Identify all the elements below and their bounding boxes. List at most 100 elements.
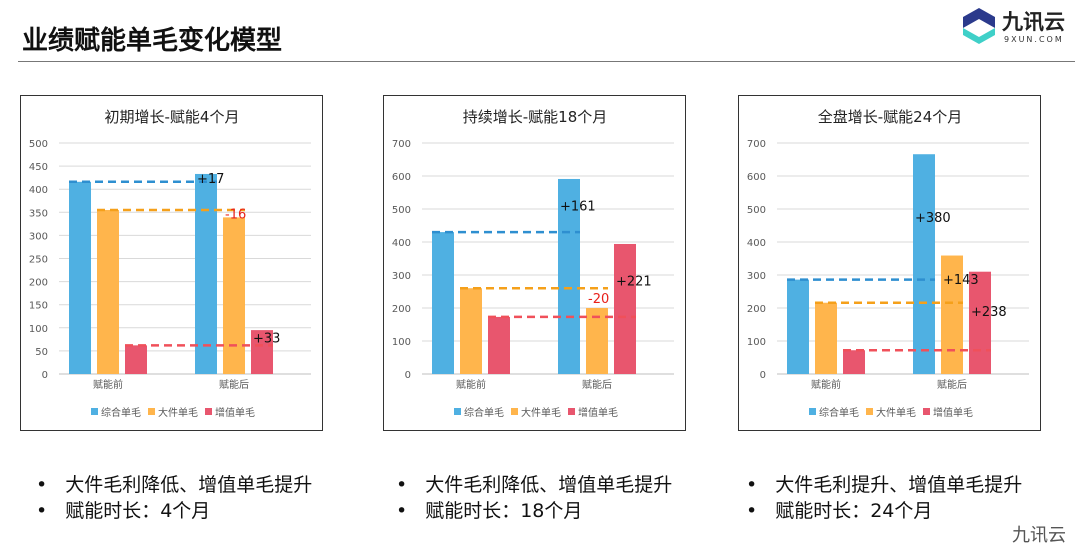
bullets-3: 大件毛利提升、增值单毛提升 赋能时长：24个月 (746, 472, 1022, 524)
legend-label: 综合单毛 (819, 406, 859, 419)
bar-大件单毛 (223, 217, 245, 374)
y-tick-label: 150 (29, 301, 48, 312)
chart-3: 全盘增长-赋能24个月 0 100 200 300 400 500 600 700 赋能前 赋能后 +… (738, 95, 1041, 431)
legend-label: 大件单毛 (521, 406, 561, 419)
chart-1: 初期增长-赋能4个月 0 50 100 150 200 250 300 350 400 450 500… (20, 95, 323, 431)
logo-sub: 9XUN.COM (1004, 35, 1064, 44)
chart-title: 初期增长-赋能4个月 (105, 108, 240, 126)
delta-label: -16 (225, 208, 246, 223)
legend-label: 综合单毛 (464, 406, 504, 419)
x-tick-label: 赋能后 (582, 378, 612, 391)
bar-大件单毛 (815, 302, 837, 374)
x-tick-label: 赋能前 (93, 378, 123, 391)
y-tick-label: 300 (747, 271, 766, 282)
x-tick-label: 赋能前 (456, 378, 486, 391)
y-tick-label: 0 (42, 370, 48, 381)
bar-增值单毛 (969, 271, 991, 374)
bullet: 大件毛利降低、增值单毛提升 (36, 472, 312, 498)
bar-综合单毛 (69, 181, 91, 374)
y-tick-label: 600 (392, 172, 411, 183)
legend-label: 增值单毛 (578, 406, 618, 419)
bar-增值单毛 (614, 243, 636, 374)
bar-增值单毛 (125, 345, 147, 374)
chart-title: 持续增长-赋能18个月 (463, 108, 608, 126)
bullet: 赋能时长：24个月 (746, 498, 1022, 524)
y-tick-label: 400 (392, 238, 411, 249)
chart-title: 全盘增长-赋能24个月 (818, 108, 963, 126)
bar-大件单毛 (586, 308, 608, 374)
bar-综合单毛 (195, 173, 217, 374)
y-tick-label: 700 (747, 139, 766, 150)
bar-增值单毛 (843, 350, 865, 374)
delta-label: +17 (197, 172, 224, 187)
delta-label: +221 (616, 274, 652, 289)
delta-label: +238 (971, 305, 1007, 320)
y-tick-label: 100 (29, 324, 48, 335)
logo-icon (963, 8, 995, 44)
delta-label: +380 (915, 211, 951, 226)
y-tick-label: 300 (392, 271, 411, 282)
y-tick-label: 600 (747, 172, 766, 183)
y-tick-label: 250 (29, 255, 48, 266)
legend-swatch (866, 408, 873, 415)
y-tick-label: 0 (405, 370, 411, 381)
legend-swatch (91, 408, 98, 415)
y-tick-label: 400 (747, 238, 766, 249)
delta-label: -20 (588, 292, 609, 307)
y-tick-label: 300 (29, 231, 48, 242)
bar-综合单毛 (913, 154, 935, 374)
bar-大件单毛 (941, 255, 963, 374)
bullet: 赋能时长：18个月 (396, 498, 672, 524)
logo-brand: 九讯云 (1002, 10, 1065, 34)
y-tick-label: 500 (29, 139, 48, 150)
y-tick-label: 500 (747, 205, 766, 216)
delta-label: +161 (560, 200, 596, 215)
legend-swatch (923, 408, 930, 415)
bullets-2: 大件毛利降低、增值单毛提升 赋能时长：18个月 (396, 472, 672, 524)
y-tick-label: 350 (29, 208, 48, 219)
legend-label: 增值单毛 (933, 406, 973, 419)
legend-label: 综合单毛 (101, 406, 141, 419)
watermark: 九讯云 (1012, 525, 1066, 546)
bar-综合单毛 (432, 232, 454, 374)
bar-大件单毛 (460, 288, 482, 374)
bullets-1: 大件毛利降低、增值单毛提升 赋能时长：4个月 (36, 472, 312, 524)
y-tick-label: 200 (392, 304, 411, 315)
legend-swatch (809, 408, 816, 415)
delta-label: +143 (943, 273, 979, 288)
legend-swatch (148, 408, 155, 415)
delta-label: +33 (253, 332, 280, 347)
bar-综合单毛 (787, 279, 809, 374)
chart-2: 持续增长-赋能18个月 0 100 200 300 400 500 600 700 赋能前 赋能后 +… (383, 95, 686, 431)
legend-swatch (205, 408, 212, 415)
y-tick-label: 0 (760, 370, 766, 381)
y-tick-label: 450 (29, 162, 48, 173)
bullet: 大件毛利降低、增值单毛提升 (396, 472, 672, 498)
bar-综合单毛 (558, 178, 580, 374)
legend-label: 大件单毛 (158, 406, 198, 419)
y-tick-label: 500 (392, 205, 411, 216)
bar-增值单毛 (488, 316, 510, 374)
bar-增值单毛 (251, 330, 273, 374)
x-tick-label: 赋能后 (219, 378, 249, 391)
logo: 九讯云 9XUN.COM (960, 6, 1075, 50)
y-tick-label: 100 (392, 337, 411, 348)
bar-大件单毛 (97, 209, 119, 374)
legend-swatch (511, 408, 518, 415)
y-tick-label: 400 (29, 185, 48, 196)
y-tick-label: 200 (747, 304, 766, 315)
y-tick-label: 100 (747, 337, 766, 348)
y-tick-label: 200 (29, 278, 48, 289)
legend-label: 大件单毛 (876, 406, 916, 419)
x-tick-label: 赋能后 (937, 378, 967, 391)
legend-label: 增值单毛 (215, 406, 255, 419)
page-title: 业绩赋能单毛变化模型 (22, 26, 283, 56)
legend-swatch (454, 408, 461, 415)
legend-swatch (568, 408, 575, 415)
bullet: 赋能时长：4个月 (36, 498, 312, 524)
bullet: 大件毛利提升、增值单毛提升 (746, 472, 1022, 498)
y-tick-label: 50 (35, 347, 48, 358)
header-divider (18, 61, 1075, 62)
x-tick-label: 赋能前 (811, 378, 841, 391)
y-tick-label: 700 (392, 139, 411, 150)
